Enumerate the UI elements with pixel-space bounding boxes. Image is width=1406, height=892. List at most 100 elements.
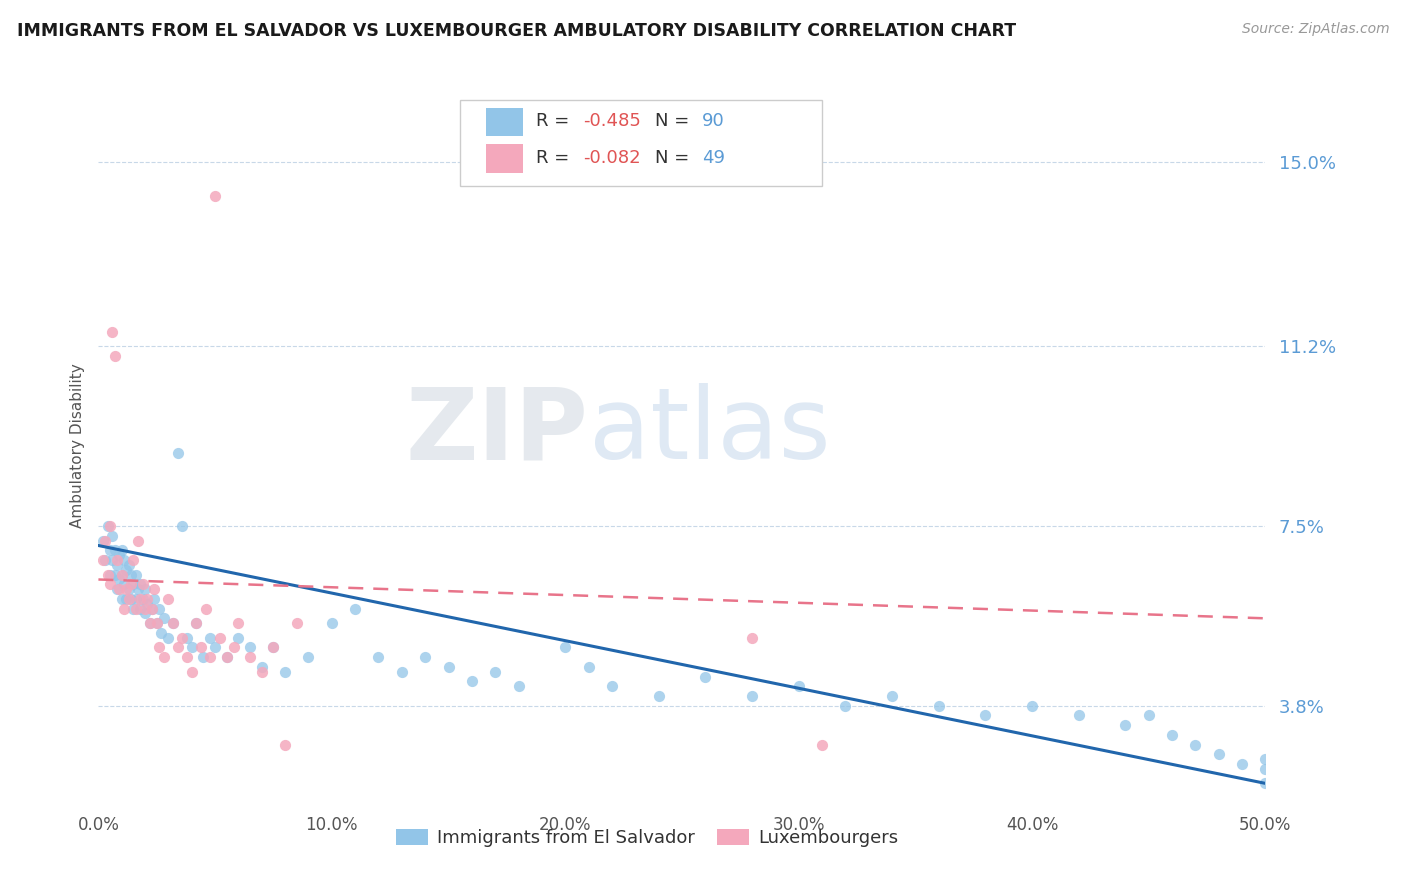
Point — [578, 660, 600, 674]
Point — [157, 591, 180, 606]
Point — [162, 616, 184, 631]
Point — [94, 553, 117, 567]
Point — [129, 577, 152, 591]
Point — [139, 616, 162, 631]
Point — [204, 189, 226, 203]
Point — [105, 582, 128, 597]
Point — [484, 665, 506, 679]
Point — [262, 640, 284, 655]
Point — [239, 650, 262, 665]
Point — [118, 591, 141, 606]
Point — [166, 446, 188, 460]
Point — [172, 519, 194, 533]
Point — [1208, 747, 1230, 762]
Point — [125, 567, 148, 582]
Point — [1254, 752, 1277, 766]
Point — [1184, 738, 1206, 752]
Point — [200, 631, 222, 645]
Point — [215, 650, 238, 665]
Point — [437, 660, 460, 674]
Point — [115, 591, 138, 606]
Point — [146, 616, 169, 631]
Point — [134, 607, 156, 621]
Point — [139, 616, 162, 631]
Point — [186, 616, 208, 631]
Point — [176, 631, 198, 645]
Point — [120, 567, 142, 582]
Point — [297, 650, 319, 665]
Point — [1254, 776, 1277, 790]
Text: 49: 49 — [702, 149, 724, 167]
Point — [112, 577, 135, 591]
Point — [321, 616, 343, 631]
Point — [1254, 762, 1277, 776]
Point — [1137, 708, 1160, 723]
Point — [98, 519, 121, 533]
Point — [122, 553, 145, 567]
Point — [134, 582, 156, 597]
Point — [228, 616, 250, 631]
Point — [262, 640, 284, 655]
Point — [200, 650, 222, 665]
Point — [108, 582, 131, 597]
Point — [274, 738, 297, 752]
Point — [880, 689, 903, 703]
Point — [811, 738, 834, 752]
Point — [1021, 698, 1043, 713]
Point — [180, 665, 202, 679]
Point — [120, 577, 142, 591]
Point — [136, 591, 159, 606]
Point — [127, 582, 149, 597]
Point — [152, 650, 174, 665]
Point — [1161, 728, 1184, 742]
Legend: Immigrants from El Salvador, Luxembourgers: Immigrants from El Salvador, Luxembourge… — [388, 822, 905, 855]
Point — [143, 591, 166, 606]
Point — [204, 640, 226, 655]
Point — [193, 650, 215, 665]
Point — [122, 601, 145, 615]
Point — [600, 679, 623, 693]
Point — [97, 567, 120, 582]
Point — [91, 553, 114, 567]
Point — [141, 601, 163, 615]
Point — [180, 640, 202, 655]
Point — [152, 611, 174, 625]
Point — [91, 533, 114, 548]
Point — [741, 689, 763, 703]
Point — [344, 601, 367, 615]
Point — [239, 640, 262, 655]
Point — [105, 553, 128, 567]
Point — [97, 519, 120, 533]
Point — [104, 543, 127, 558]
Point — [250, 665, 273, 679]
Text: ZIP: ZIP — [406, 384, 589, 480]
Point — [98, 543, 121, 558]
Point — [787, 679, 810, 693]
Text: R =: R = — [536, 112, 575, 130]
Point — [136, 597, 159, 611]
Point — [166, 640, 188, 655]
Point — [111, 543, 134, 558]
Point — [162, 616, 184, 631]
Point — [134, 601, 156, 615]
Point — [508, 679, 530, 693]
Point — [194, 601, 217, 615]
Point — [148, 640, 170, 655]
Point — [111, 567, 134, 582]
Point — [146, 616, 169, 631]
Text: Source: ZipAtlas.com: Source: ZipAtlas.com — [1241, 22, 1389, 37]
Point — [98, 577, 121, 591]
Point — [94, 533, 117, 548]
Text: -0.485: -0.485 — [582, 112, 641, 130]
Point — [111, 591, 134, 606]
Point — [112, 601, 135, 615]
Point — [172, 631, 194, 645]
Point — [132, 577, 155, 591]
Point — [413, 650, 436, 665]
Text: N =: N = — [655, 112, 695, 130]
Point — [118, 558, 141, 572]
Point — [554, 640, 576, 655]
Text: atlas: atlas — [589, 384, 830, 480]
Point — [1067, 708, 1090, 723]
Point — [101, 325, 124, 339]
